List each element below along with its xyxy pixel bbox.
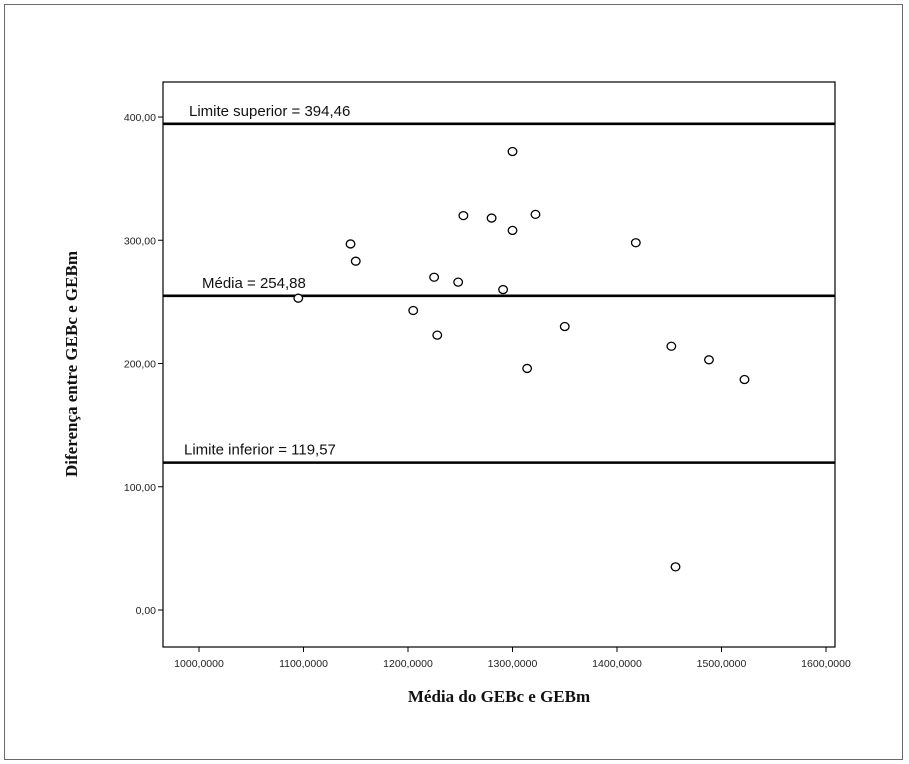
data-point: [293, 293, 304, 303]
data-point: [739, 374, 750, 385]
reference-line-label: Limite inferior = 119,57: [184, 442, 336, 459]
x-axis-title: Média do GEBc e GEBm: [408, 687, 590, 706]
y-tick-label: 100,00: [124, 482, 156, 494]
data-point: [670, 562, 681, 572]
plot-area: [162, 81, 836, 648]
data-point: [432, 330, 443, 340]
data-point: [429, 272, 440, 282]
data-point: [530, 209, 541, 220]
data-point: [630, 238, 641, 248]
data-point: [559, 321, 570, 332]
x-tick-label: 1500,0000: [697, 658, 747, 670]
data-point: [408, 305, 419, 316]
x-tick-label: 1200,0000: [383, 658, 433, 670]
y-tick-label: 300,00: [124, 235, 156, 247]
x-tick-label: 1000,0000: [174, 658, 224, 670]
y-axis-title: Diferença entre GEBc e GEBm: [62, 251, 81, 477]
data-point: [458, 210, 469, 221]
data-point: [704, 355, 714, 365]
x-tick-label: 1600,0000: [801, 658, 851, 670]
data-point: [350, 256, 361, 266]
data-point: [486, 213, 497, 223]
data-point: [453, 277, 464, 287]
data-point: [522, 363, 533, 374]
data-point: [507, 146, 518, 157]
data-point: [345, 239, 356, 249]
x-tick-label: 1300,0000: [488, 658, 538, 670]
chart-frame: [4, 4, 903, 760]
data-point: [507, 225, 518, 236]
y-tick-label: 200,00: [124, 359, 156, 371]
y-tick-label: 0,00: [136, 605, 157, 617]
x-tick-label: 1400,0000: [592, 658, 642, 670]
reference-line-label: Média = 254,88: [202, 275, 306, 292]
y-tick-label: 400,00: [124, 112, 156, 124]
x-tick-label: 1100,0000: [279, 658, 328, 670]
reference-line-label: Limite superior = 394,46: [189, 103, 350, 120]
data-point: [666, 341, 677, 351]
data-point: [498, 284, 509, 295]
